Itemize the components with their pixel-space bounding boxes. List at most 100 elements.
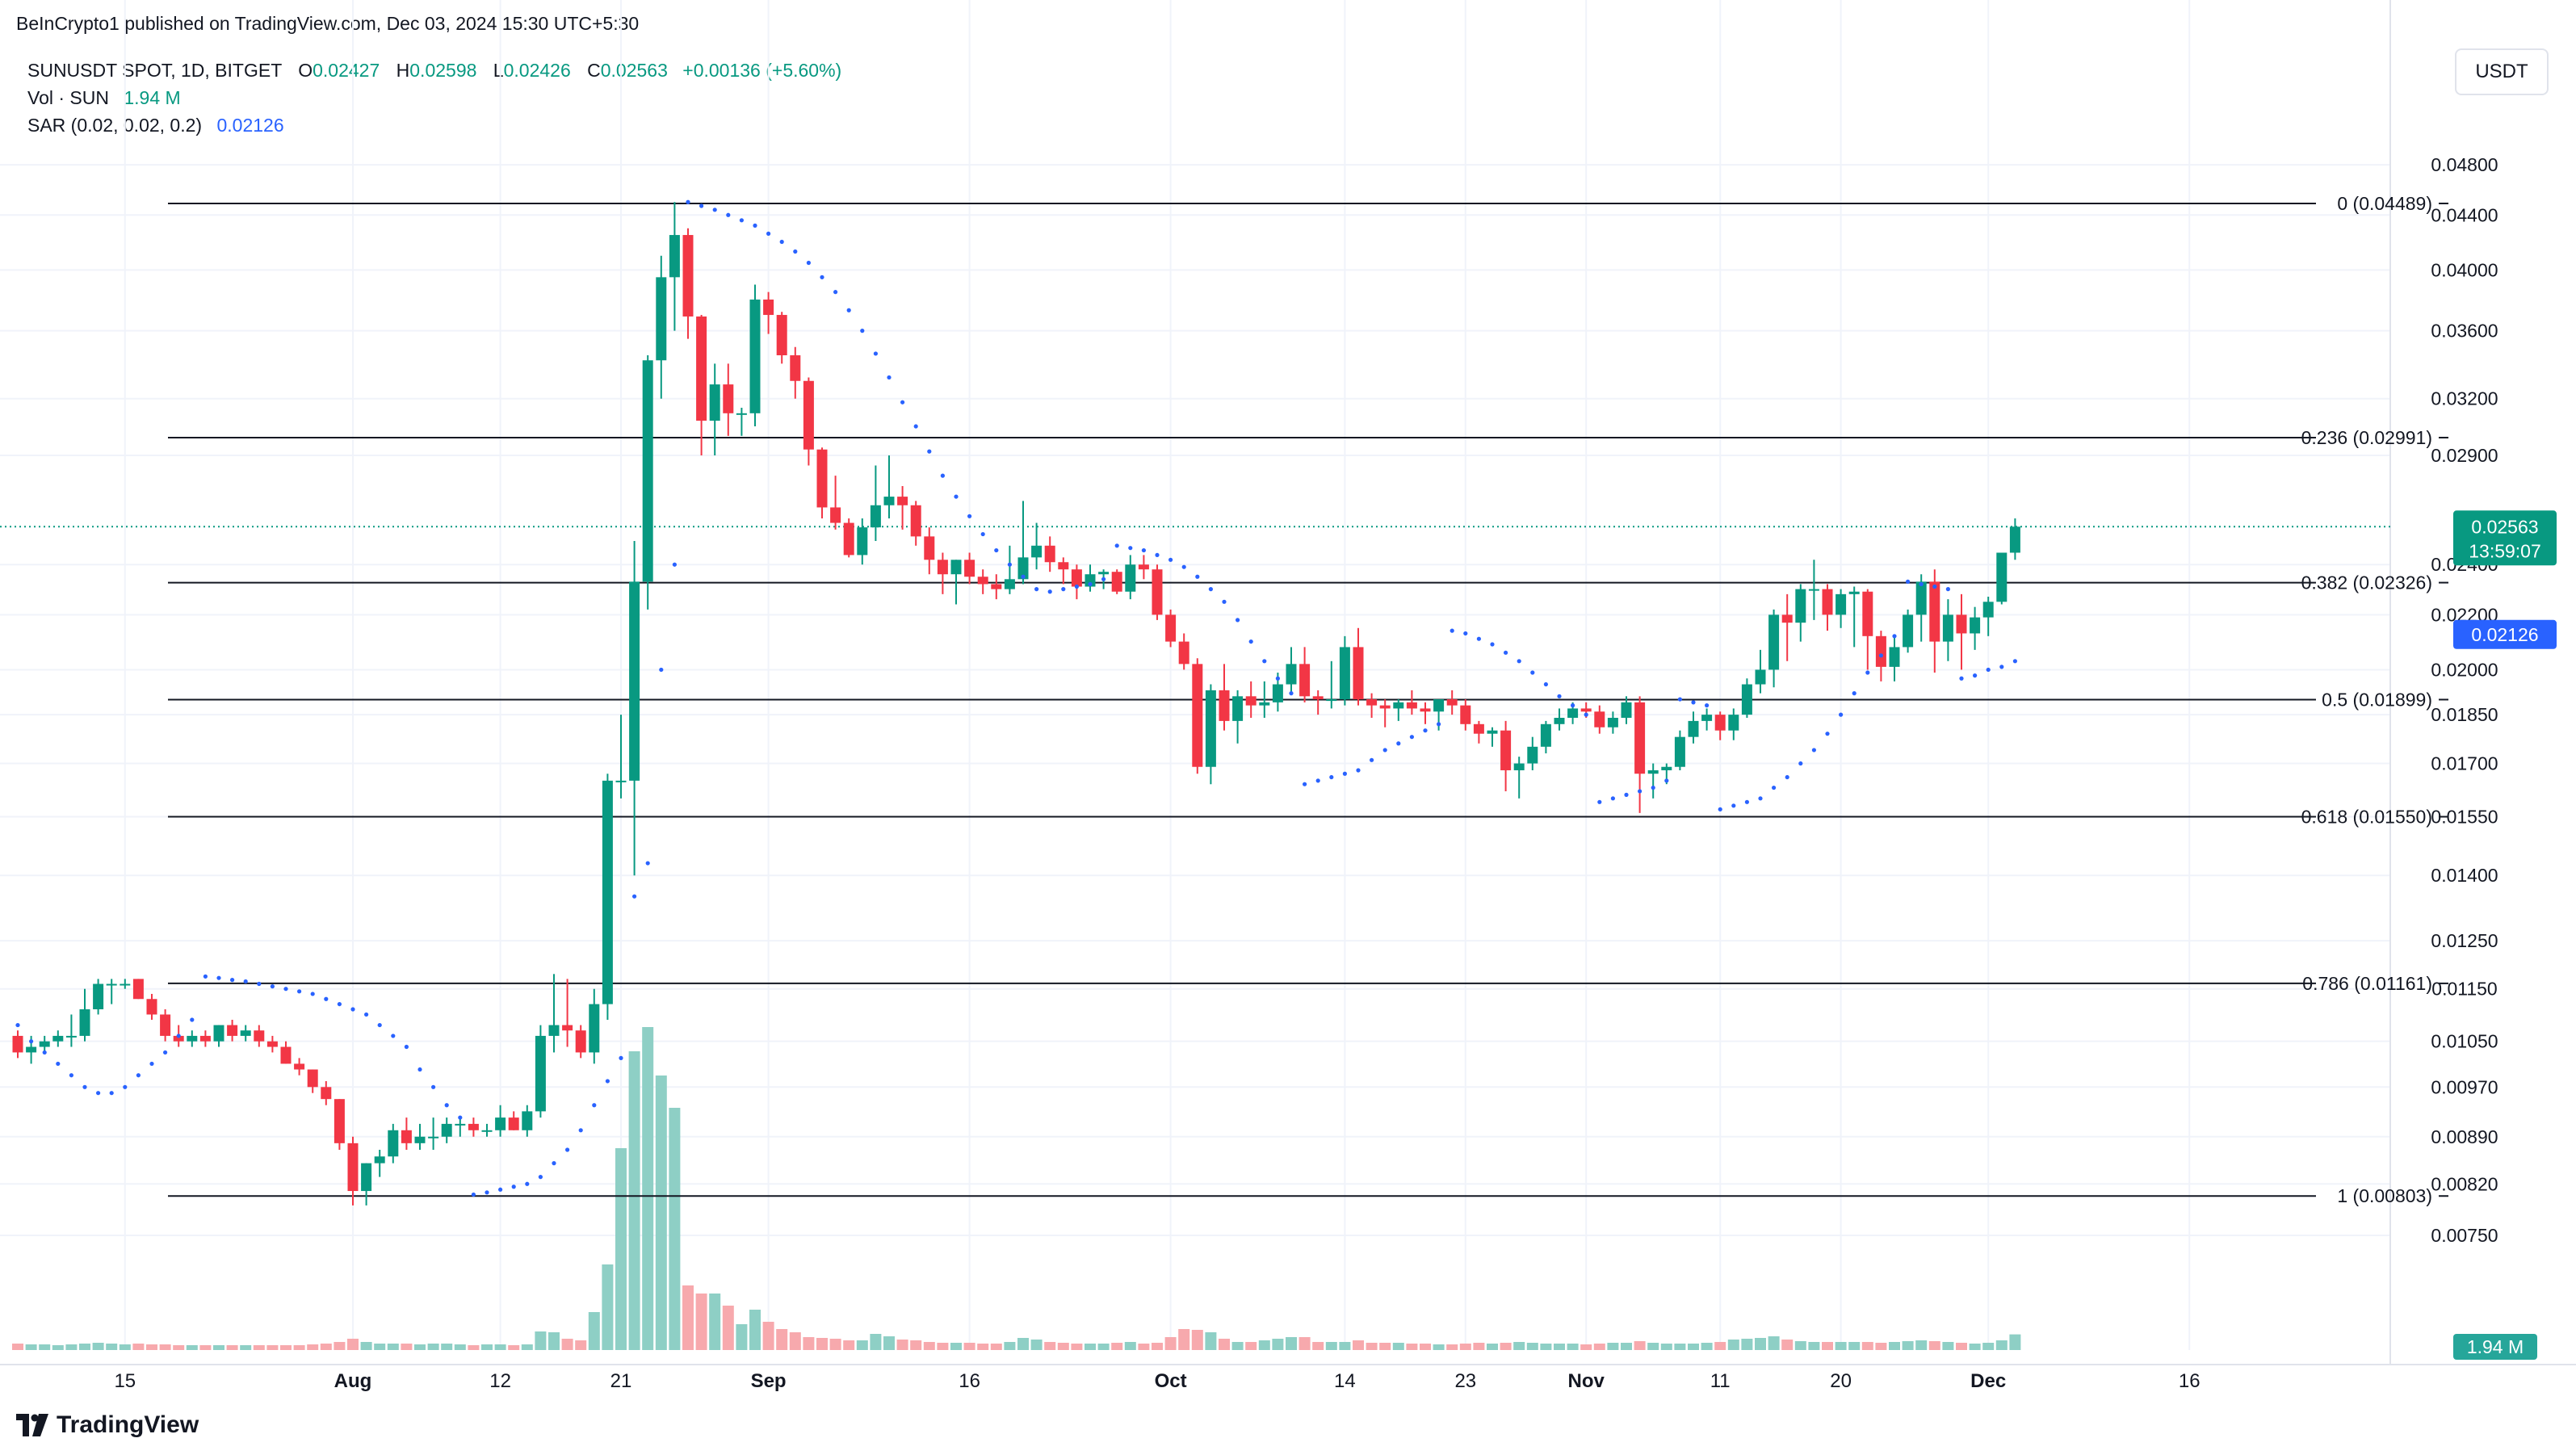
volume-bar xyxy=(146,1344,157,1350)
close-label: C xyxy=(587,60,601,81)
symbol-title[interactable]: SUNUSDT SPOT, 1D, BITGET xyxy=(27,60,282,81)
volume-bars xyxy=(12,1027,2021,1350)
volume-bar xyxy=(1487,1344,1498,1350)
sar-dot xyxy=(15,1022,20,1028)
sar-dot xyxy=(1356,768,1361,773)
candle xyxy=(1701,708,1713,731)
candle xyxy=(1942,599,1953,661)
volume-bar xyxy=(1111,1343,1123,1350)
time-tick-label: 20 xyxy=(1830,1370,1852,1392)
candle-body xyxy=(803,380,814,450)
volume-badge-label: 1.94 M xyxy=(2467,1336,2524,1357)
candle-body xyxy=(1956,614,1967,634)
sar-value: 0.02126 xyxy=(216,115,284,136)
candle xyxy=(334,1099,345,1151)
candle xyxy=(1138,555,1149,580)
candle-body xyxy=(669,235,680,278)
sar-label[interactable]: SAR (0.02, 0.02, 0.2) xyxy=(27,115,203,136)
tradingview-brand: TradingView xyxy=(57,1411,199,1438)
volume-bar xyxy=(602,1264,614,1350)
candle xyxy=(870,465,881,542)
sar-dot xyxy=(538,1175,543,1180)
sar-dot xyxy=(619,1055,623,1060)
candle xyxy=(1996,552,2008,605)
candle-body xyxy=(1473,723,1484,734)
volume-bar xyxy=(1500,1343,1512,1350)
sar-dot xyxy=(149,1061,154,1067)
volume-bar xyxy=(1621,1343,1632,1350)
sar-dot xyxy=(471,1192,476,1197)
volume-bar xyxy=(1071,1344,1083,1350)
time-axis[interactable]: 15 Aug 12 21 Sep 16 Oct 14 23 Nov 11 20 Dec 16 xyxy=(114,1370,2200,1392)
sar-dot xyxy=(873,351,878,356)
tradingview-logo[interactable]: TradingView xyxy=(16,1411,199,1439)
volume-bar xyxy=(977,1344,989,1350)
volume-bar xyxy=(1969,1344,1981,1350)
candle-body xyxy=(1366,699,1378,706)
candle xyxy=(1848,586,1860,648)
candle-body xyxy=(1970,617,1981,634)
candle-body xyxy=(696,316,707,421)
candle xyxy=(1728,708,1739,740)
volume-bar xyxy=(320,1344,332,1350)
volume-bar xyxy=(159,1344,171,1350)
candle-body xyxy=(1219,690,1230,721)
candle xyxy=(120,979,131,989)
volume-bar xyxy=(963,1343,975,1350)
candle xyxy=(1554,708,1565,731)
candle xyxy=(1085,564,1096,592)
sar-dot xyxy=(350,1007,355,1012)
candle xyxy=(857,518,868,565)
candle-body xyxy=(213,1025,224,1042)
candle-body xyxy=(1071,569,1082,587)
candle-body xyxy=(388,1130,399,1157)
volume-bar xyxy=(789,1332,801,1350)
sar-dot xyxy=(1396,741,1401,746)
sar-dot xyxy=(1959,676,1964,681)
candle xyxy=(294,1058,305,1076)
price-tick-label: 0.03200 xyxy=(2431,388,2498,409)
time-tick-label: 21 xyxy=(610,1370,632,1392)
candle-body xyxy=(548,1025,560,1036)
volume-bar xyxy=(937,1343,949,1350)
sar-dot xyxy=(1101,577,1106,581)
currency-unit-button[interactable]: USDT xyxy=(2455,48,2549,95)
price-tick-label: 0.03600 xyxy=(2431,321,2498,342)
candle xyxy=(441,1117,452,1143)
volume-bar xyxy=(1794,1341,1806,1350)
volume-bar xyxy=(1085,1344,1096,1350)
candle-body xyxy=(1406,702,1417,709)
volume-bar xyxy=(494,1344,506,1350)
price-axis[interactable]: 0.04800 0.04400 0.04000 0.03600 0.03200 0.029… xyxy=(2431,154,2498,1246)
candle-body xyxy=(575,1030,586,1053)
candle xyxy=(280,1041,292,1064)
sar-dot xyxy=(739,218,745,223)
volume-bar xyxy=(1875,1343,1887,1350)
candle-body xyxy=(1393,702,1404,709)
candle xyxy=(1259,681,1270,719)
sar-dot xyxy=(1128,546,1133,551)
volume-bar xyxy=(1674,1344,1686,1350)
volume-label[interactable]: Vol · SUN xyxy=(27,87,109,108)
candle xyxy=(615,715,627,799)
volume-bar xyxy=(1164,1337,1177,1350)
sar-dot xyxy=(1999,665,2004,669)
candle xyxy=(656,255,667,399)
price-tick-label: 0.00820 xyxy=(2431,1173,2498,1194)
candle-body xyxy=(468,1123,479,1130)
sar-dot xyxy=(565,1147,570,1152)
sar-dot xyxy=(1610,796,1615,801)
volume-bar xyxy=(253,1345,265,1350)
volume-bar xyxy=(1727,1340,1739,1350)
candle xyxy=(361,1163,372,1206)
candle-body xyxy=(1714,715,1726,731)
sar-dot xyxy=(726,212,731,217)
sar-dot xyxy=(1571,703,1575,708)
candle-body xyxy=(361,1163,372,1192)
volume-bar xyxy=(65,1344,78,1350)
candle-body xyxy=(1299,664,1311,697)
sar-dot xyxy=(806,260,812,266)
candle-body xyxy=(347,1143,359,1192)
sar-dot xyxy=(1021,574,1026,579)
